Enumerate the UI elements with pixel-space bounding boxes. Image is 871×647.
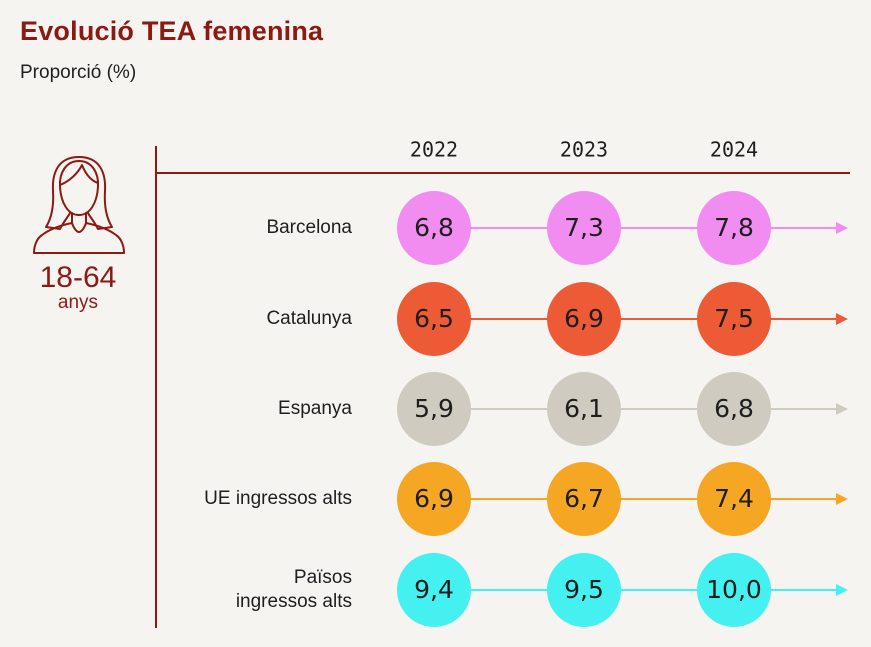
value-marker [547, 372, 621, 446]
value-marker [397, 372, 471, 446]
table-header-divider [156, 172, 850, 174]
value-marker [697, 462, 771, 536]
chart-subtitle: Proporció (%) [20, 62, 137, 83]
series-row: Països ingressos alts 9,4 9,5 10,0 [236, 553, 848, 627]
chart-title: Evolució TEA femenina [20, 16, 324, 46]
value-marker [697, 553, 771, 627]
series-arrow-icon [836, 222, 848, 234]
table-vertical-divider [155, 146, 157, 628]
value-marker [397, 282, 471, 356]
value-label: 5,9 [414, 394, 454, 423]
value-label: 9,5 [564, 575, 604, 604]
value-marker [397, 553, 471, 627]
series-arrow-icon [836, 403, 848, 415]
series-arrow-icon [836, 584, 848, 596]
year-label-2024: 2024 [710, 138, 758, 162]
value-label: 6,9 [414, 484, 454, 513]
value-marker [697, 372, 771, 446]
year-label-2022: 2022 [410, 138, 458, 162]
row-label: Països [294, 567, 352, 588]
woman-icon [33, 156, 125, 254]
value-label: 7,8 [714, 213, 754, 242]
value-label: 6,1 [564, 394, 604, 423]
value-label: 6,7 [564, 484, 604, 513]
value-label: 6,9 [564, 304, 604, 333]
series-row: UE ingressos alts 6,9 6,7 7,4 [204, 462, 848, 536]
value-marker [697, 282, 771, 356]
value-marker [547, 462, 621, 536]
value-label: 10,0 [706, 575, 762, 604]
age-unit: anys [57, 292, 99, 313]
value-label: 6,8 [714, 394, 754, 423]
series-row: Barcelona 6,8 7,3 7,8 [266, 191, 848, 265]
value-marker [547, 282, 621, 356]
value-marker [697, 191, 771, 265]
row-label: UE ingressos alts [204, 488, 352, 509]
value-label: 7,5 [714, 304, 754, 333]
series-arrow-icon [836, 493, 848, 505]
series-row: Espanya 5,9 6,1 6,8 [278, 372, 848, 446]
value-label: 7,3 [564, 213, 604, 242]
year-label-2023: 2023 [560, 138, 608, 162]
value-label: 6,8 [414, 213, 454, 242]
age-range: 18-64 [39, 261, 117, 294]
value-marker [397, 462, 471, 536]
row-label: Catalunya [266, 308, 352, 329]
value-marker [397, 191, 471, 265]
value-label: 9,4 [414, 575, 454, 604]
row-label: Espanya [278, 398, 352, 419]
row-label: Barcelona [266, 217, 352, 238]
value-label: 6,5 [414, 304, 454, 333]
series-row: Catalunya 6,5 6,9 7,5 [266, 282, 848, 356]
value-label: 7,4 [714, 484, 754, 513]
value-marker [547, 191, 621, 265]
row-label: ingressos alts [236, 591, 352, 612]
value-marker [547, 553, 621, 627]
series-arrow-icon [836, 313, 848, 325]
